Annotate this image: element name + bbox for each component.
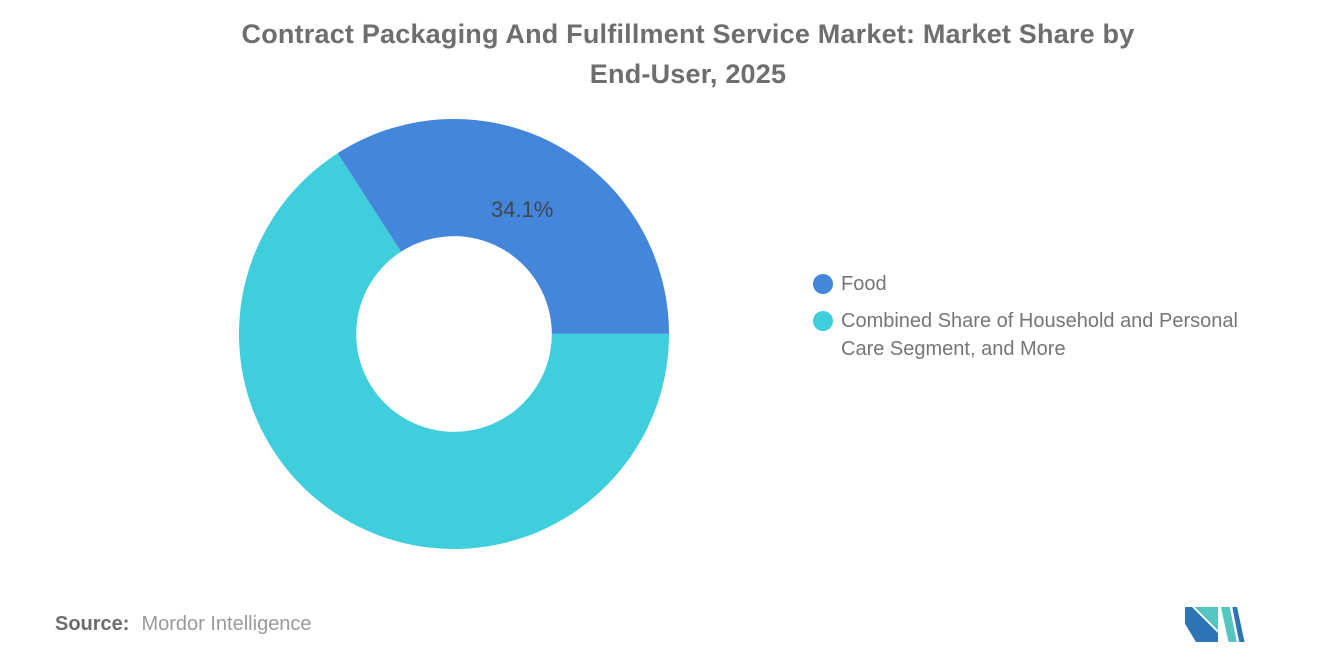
mordor-intelligence-logo bbox=[1185, 607, 1245, 642]
source-line: Source: Mordor Intelligence bbox=[55, 612, 312, 636]
source-label: Source: bbox=[55, 613, 130, 635]
legend-item-food[interactable]: Food bbox=[813, 270, 1281, 298]
legend-item-combined-share[interactable]: Combined Share of Household and Personal… bbox=[813, 307, 1281, 363]
legend-label-combined-share: Combined Share of Household and Personal… bbox=[841, 310, 1238, 360]
legend-marker-food bbox=[813, 274, 833, 294]
pie-slice-combined[interactable] bbox=[239, 153, 669, 549]
chart-title-line1: Contract Packaging And Fulfillment Servi… bbox=[241, 19, 1135, 49]
chart-title: Contract Packaging And Fulfillment Servi… bbox=[56, 14, 1320, 94]
legend-label-food: Food bbox=[841, 273, 887, 295]
pie-data-label: 34.1% bbox=[491, 197, 553, 222]
donut-chart[interactable]: 34.1% bbox=[239, 119, 669, 549]
logo-left-blue-shape bbox=[1185, 607, 1218, 642]
legend-marker-combined-share bbox=[813, 311, 833, 331]
chart-title-line2: End-User, 2025 bbox=[589, 59, 787, 89]
legend: Food Combined Share of Household and Per… bbox=[813, 270, 1281, 372]
logo-left-teal-shape bbox=[1194, 607, 1218, 631]
logo-right-blue-shape bbox=[1232, 607, 1245, 642]
pie-slice-food[interactable] bbox=[337, 119, 669, 334]
source-text: Mordor Intelligence bbox=[141, 613, 312, 635]
logo-slash bbox=[1229, 607, 1240, 642]
